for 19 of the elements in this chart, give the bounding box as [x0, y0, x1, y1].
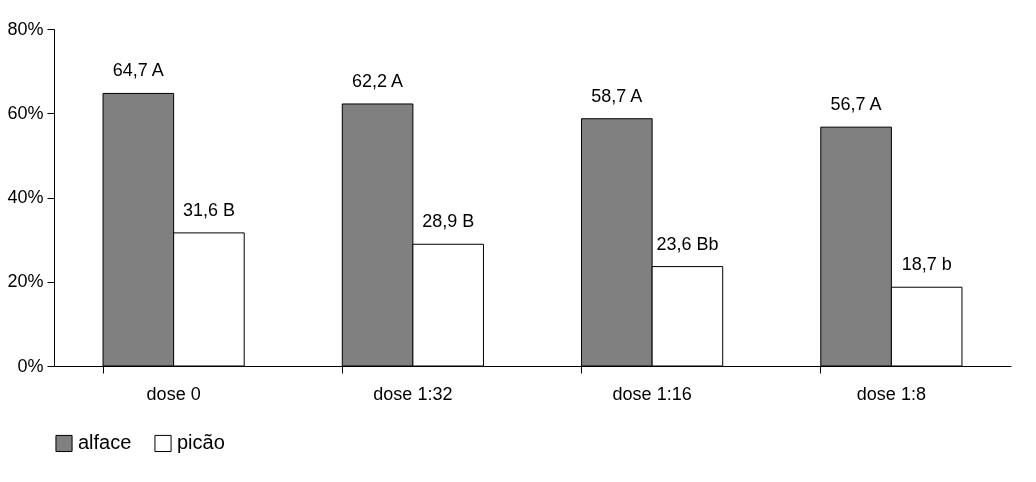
y-tick-label: 80%: [7, 18, 44, 39]
data-label: 58,7 A: [591, 85, 643, 106]
y-tick-label: 0%: [17, 355, 44, 376]
data-label: 28,9 B: [422, 211, 475, 232]
x-tick-label: dose 0: [146, 383, 201, 404]
data-label: 62,2 A: [352, 70, 404, 91]
data-label: 64,7 A: [112, 60, 164, 81]
y-tick-label: 60%: [7, 102, 44, 123]
x-tick-label: dose 1:8: [856, 383, 926, 404]
legend-label: picão: [177, 431, 225, 454]
data-label: 31,6 B: [182, 199, 235, 220]
y-tick-label: 20%: [7, 271, 44, 292]
legend-label: alface: [78, 431, 132, 454]
x-tick-label: dose 1:32: [373, 383, 453, 404]
y-tick-label: 40%: [7, 187, 44, 207]
data-label: 23,6 Bb: [656, 233, 719, 254]
x-tick-label: dose 1:16: [612, 383, 692, 404]
data-label: 18,7 b: [901, 254, 952, 275]
data-label: 56,7 A: [830, 94, 882, 115]
